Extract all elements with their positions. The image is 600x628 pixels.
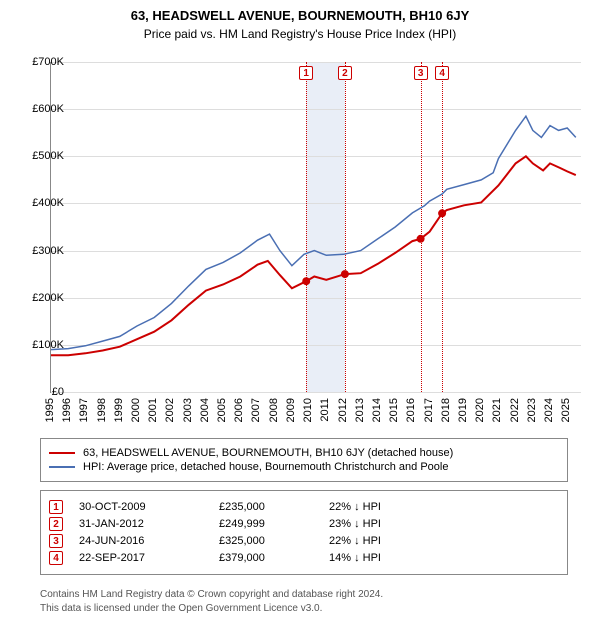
- x-tick-label: 2009: [285, 398, 297, 422]
- plot-area: 1 2 34: [50, 62, 581, 393]
- event-row: 3 24-JUN-2016£325,00022% ↓ HPI: [49, 534, 559, 548]
- x-tick-label: 2006: [233, 398, 245, 422]
- x-tick-label: 2014: [371, 398, 383, 422]
- legend-swatch: [49, 452, 75, 454]
- page-title: 63, HEADSWELL AVENUE, BOURNEMOUTH, BH10 …: [0, 8, 600, 23]
- x-tick-label: 2010: [302, 398, 314, 422]
- event-pct: 23% ↓ HPI: [329, 518, 429, 530]
- x-tick-label: 2000: [130, 398, 142, 422]
- event-marker: 2: [49, 517, 63, 531]
- event-marker: 1: [49, 500, 63, 514]
- x-tick-label: 2022: [509, 398, 521, 422]
- event-marker: 4: [49, 551, 63, 565]
- event-price: £325,000: [219, 535, 329, 547]
- page-subtitle: Price paid vs. HM Land Registry's House …: [0, 27, 600, 41]
- event-price: £235,000: [219, 501, 329, 513]
- x-tick-label: 2011: [319, 398, 331, 422]
- event-price: £249,999: [219, 518, 329, 530]
- x-tick-label: 2024: [543, 398, 555, 422]
- events-table: 130-OCT-2009£235,00022% ↓ HPI231-JAN-201…: [40, 490, 568, 575]
- x-tick-label: 2023: [526, 398, 538, 422]
- x-tick-label: 1998: [96, 398, 108, 422]
- event-marker: 2: [338, 66, 352, 80]
- event-price: £379,000: [219, 552, 329, 564]
- x-tick-label: 2002: [164, 398, 176, 422]
- event-row: 4 22-SEP-2017£379,00014% ↓ HPI: [49, 551, 559, 565]
- y-tick-label: £400K: [16, 197, 64, 209]
- footer-line: Contains HM Land Registry data © Crown c…: [40, 588, 568, 602]
- event-date: 30-OCT-2009: [79, 501, 219, 513]
- y-tick-label: £600K: [16, 103, 64, 115]
- legend-label: HPI: Average price, detached house, Bour…: [83, 461, 448, 473]
- legend-item: 63, HEADSWELL AVENUE, BOURNEMOUTH, BH10 …: [49, 447, 559, 459]
- x-tick-label: 2007: [250, 398, 262, 422]
- event-marker: 3: [414, 66, 428, 80]
- x-tick-label: 2003: [182, 398, 194, 422]
- series-marker: [438, 209, 446, 217]
- legend-item: HPI: Average price, detached house, Bour…: [49, 461, 559, 473]
- series-svg: [51, 62, 581, 392]
- x-tick-label: 1997: [78, 398, 90, 422]
- chart-container: 63, HEADSWELL AVENUE, BOURNEMOUTH, BH10 …: [0, 8, 600, 628]
- event-date: 22-SEP-2017: [79, 552, 219, 564]
- series-marker: [417, 235, 425, 243]
- grid-line: [51, 392, 581, 393]
- event-marker: 4: [435, 66, 449, 80]
- x-tick-label: 2018: [440, 398, 452, 422]
- footer-attribution: Contains HM Land Registry data © Crown c…: [40, 588, 568, 615]
- x-tick-label: 2019: [457, 398, 469, 422]
- x-tick-label: 2017: [423, 398, 435, 422]
- x-tick-label: 2015: [388, 398, 400, 422]
- footer-line: This data is licensed under the Open Gov…: [40, 602, 568, 616]
- x-tick-label: 2004: [199, 398, 211, 422]
- x-tick-label: 2012: [337, 398, 349, 422]
- x-tick-label: 2020: [474, 398, 486, 422]
- series-marker: [302, 277, 310, 285]
- event-date: 31-JAN-2012: [79, 518, 219, 530]
- event-pct: 22% ↓ HPI: [329, 501, 429, 513]
- event-row: 1 30-OCT-2009£235,00022% ↓ HPI: [49, 500, 559, 514]
- series-hpi: [51, 116, 576, 349]
- x-tick-label: 1999: [113, 398, 125, 422]
- x-tick-label: 2016: [405, 398, 417, 422]
- x-tick-label: 2005: [216, 398, 228, 422]
- x-tick-label: 2013: [354, 398, 366, 422]
- y-tick-label: £700K: [16, 56, 64, 68]
- event-pct: 22% ↓ HPI: [329, 535, 429, 547]
- event-pct: 14% ↓ HPI: [329, 552, 429, 564]
- legend-swatch: [49, 466, 75, 468]
- y-tick-label: £500K: [16, 150, 64, 162]
- x-tick-label: 2021: [491, 398, 503, 422]
- event-marker: 3: [49, 534, 63, 548]
- x-tick-label: 1995: [44, 398, 56, 422]
- series-property: [51, 156, 576, 355]
- series-marker: [341, 270, 349, 278]
- event-row: 2 31-JAN-2012£249,99923% ↓ HPI: [49, 517, 559, 531]
- y-tick-label: £100K: [16, 339, 64, 351]
- y-tick-label: £300K: [16, 245, 64, 257]
- y-tick-label: £200K: [16, 292, 64, 304]
- x-tick-label: 2008: [268, 398, 280, 422]
- legend-label: 63, HEADSWELL AVENUE, BOURNEMOUTH, BH10 …: [83, 447, 453, 459]
- x-tick-label: 2025: [560, 398, 572, 422]
- event-date: 24-JUN-2016: [79, 535, 219, 547]
- x-tick-label: 1996: [61, 398, 73, 422]
- legend: 63, HEADSWELL AVENUE, BOURNEMOUTH, BH10 …: [40, 438, 568, 482]
- y-tick-label: £0: [16, 386, 64, 398]
- x-tick-label: 2001: [147, 398, 159, 422]
- event-marker: 1: [299, 66, 313, 80]
